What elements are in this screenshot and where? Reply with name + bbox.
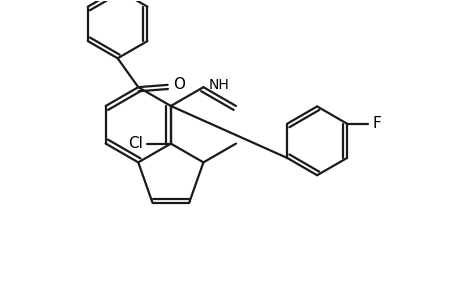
Text: F: F	[371, 116, 380, 131]
Text: Cl: Cl	[128, 136, 143, 151]
Text: NH: NH	[208, 78, 229, 92]
Text: O: O	[173, 77, 185, 92]
